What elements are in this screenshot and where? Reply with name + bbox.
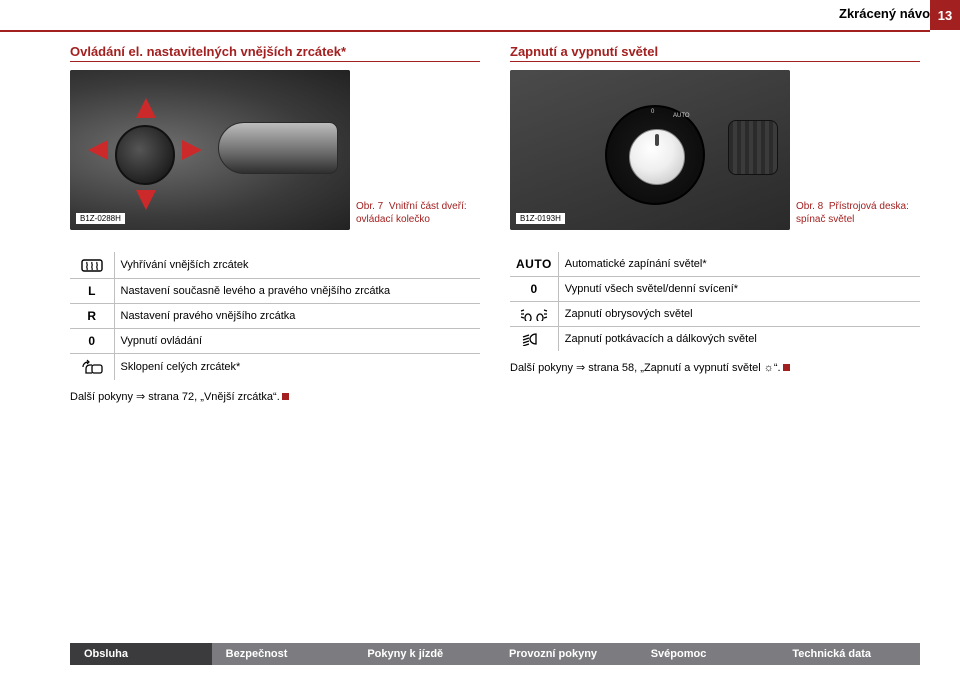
right-table: AUTO Automatické zapínání světel* 0 Vypn… (510, 252, 920, 351)
low-beam-icon (510, 327, 558, 352)
note-text: strana 72, „Vnější zrcátka“. (145, 391, 280, 403)
note-text: strana 58, „Zapnutí a vypnutí světel ☼“. (585, 362, 780, 374)
symbol-R: R (70, 304, 114, 329)
right-section-title: Zapnutí a vypnutí světel (510, 44, 920, 62)
table-cell: Automatické zapínání světel* (558, 252, 920, 277)
table-cell: Vyhřívání vnějších zrcátek (114, 252, 480, 279)
table-cell: Vypnutí ovládání (114, 329, 480, 354)
footer-tab-provozni-pokyny[interactable]: Provozní pokyny (495, 643, 637, 665)
figure-tag: B1Z-0288H (76, 213, 125, 224)
table-cell: Sklopení celých zrcátek* (114, 354, 480, 381)
footer-tab-technicka-data[interactable]: Technická data (778, 643, 920, 665)
table-cell: Zapnutí potkávacích a dálkových světel (558, 327, 920, 352)
figure-mirror-control: B1Z-0288H (70, 70, 350, 230)
table-row: Vyhřívání vnějších zrcátek (70, 252, 480, 279)
note-text: Další pokyny (70, 391, 136, 403)
heat-mirror-icon (70, 252, 114, 279)
parking-lights-icon (510, 302, 558, 327)
right-column: Zapnutí a vypnutí světel 0 AUTO B1Z-0193… (510, 44, 920, 403)
figure-caption-num: Obr. 8 (796, 201, 823, 212)
end-square-icon (783, 364, 790, 371)
footer-tab-svepomoc[interactable]: Svépomoc (637, 643, 779, 665)
left-column: Ovládání el. nastavitelných vnějších zrc… (70, 44, 480, 403)
footer-tab-bezpecnost[interactable]: Bezpečnost (212, 643, 354, 665)
left-note: Další pokyny ⇒ strana 72, „Vnější zrcátk… (70, 390, 480, 403)
table-row: L Nastavení současně levého a pravého vn… (70, 279, 480, 304)
left-section-title: Ovládání el. nastavitelných vnějších zrc… (70, 44, 480, 62)
figure-light-switch: 0 AUTO B1Z-0193H (510, 70, 790, 230)
table-row: 0 Vypnutí ovládání (70, 329, 480, 354)
table-row: AUTO Automatické zapínání světel* (510, 252, 920, 277)
footer-tab-pokyny-k-jizde[interactable]: Pokyny k jízdě (353, 643, 495, 665)
table-row: R Nastavení pravého vnějšího zrcátka (70, 304, 480, 329)
footer-tab-obsluha[interactable]: Obsluha (70, 643, 212, 665)
table-cell: Zapnutí obrysových světel (558, 302, 920, 327)
note-arrow: ⇒ (576, 362, 585, 374)
symbol-0: 0 (70, 329, 114, 354)
table-cell: Vypnutí všech světel/denní svícení* (558, 277, 920, 302)
header-rule (0, 30, 930, 32)
table-row: Zapnutí potkávacích a dálkových světel (510, 327, 920, 352)
figure-caption: Obr. 7 Vnitřní část dveří: ovládací kole… (356, 201, 480, 230)
table-row: Sklopení celých zrcátek* (70, 354, 480, 381)
running-head: Zkrácený návod (839, 6, 938, 21)
table-row: Zapnutí obrysových světel (510, 302, 920, 327)
table-cell: Nastavení současně levého a pravého vněj… (114, 279, 480, 304)
right-note: Další pokyny ⇒ strana 58, „Zapnutí a vyp… (510, 361, 920, 374)
symbol-L: L (70, 279, 114, 304)
table-cell: Nastavení pravého vnějšího zrcátka (114, 304, 480, 329)
figure-caption: Obr. 8 Přístrojová deska: spínač světel (796, 201, 920, 230)
left-table: Vyhřívání vnějších zrcátek L Nastavení s… (70, 252, 480, 380)
fold-mirror-icon (70, 354, 114, 381)
symbol-0: 0 (510, 277, 558, 302)
table-row: 0 Vypnutí všech světel/denní svícení* (510, 277, 920, 302)
note-text: Další pokyny (510, 362, 576, 374)
figure-caption-num: Obr. 7 (356, 201, 383, 212)
footer-tabs: Obsluha Bezpečnost Pokyny k jízdě Provoz… (0, 643, 960, 665)
page-number-badge: 13 (930, 0, 960, 30)
note-arrow: ⇒ (136, 391, 145, 403)
figure-tag: B1Z-0193H (516, 213, 565, 224)
end-square-icon (282, 393, 289, 400)
symbol-auto: AUTO (516, 257, 552, 271)
